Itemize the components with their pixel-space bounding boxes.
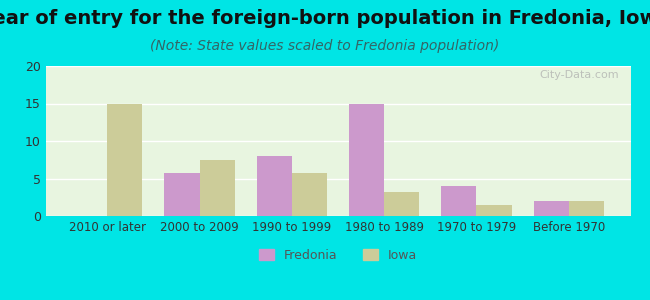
Text: Year of entry for the foreign-born population in Fredonia, Iowa: Year of entry for the foreign-born popul… [0,9,650,28]
Bar [476,205,512,216]
Bar [164,173,200,216]
Text: (Note: State values scaled to Fredonia population): (Note: State values scaled to Fredonia p… [150,39,500,53]
Bar [349,103,384,216]
Bar [384,192,419,216]
Bar [292,173,327,216]
Bar [441,186,476,216]
Text: City-Data.com: City-Data.com [539,70,619,80]
Bar [534,201,569,216]
Bar [257,156,292,216]
Legend: Fredonia, Iowa: Fredonia, Iowa [254,244,422,267]
Bar [569,201,604,216]
Bar [200,160,235,216]
Bar [107,103,142,216]
